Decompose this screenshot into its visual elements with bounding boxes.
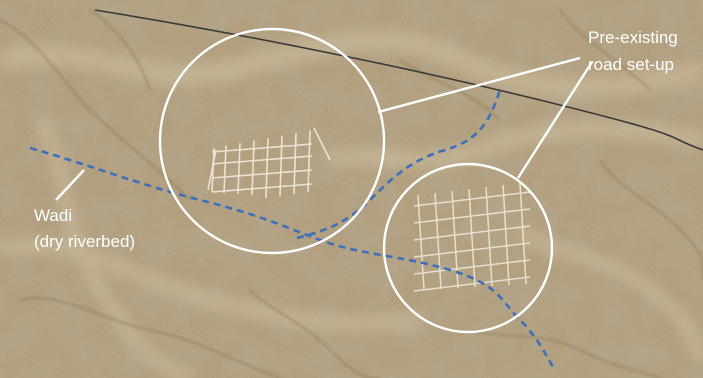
- callout-leader-left: [377, 56, 581, 114]
- settlement-grid-left: [207, 127, 331, 199]
- wadi-branch: [296, 89, 502, 240]
- wadi-label-line2: (dry riverbed): [34, 232, 135, 251]
- grid-street: [211, 143, 313, 153]
- grid-street: [519, 182, 527, 285]
- grid-street: [417, 194, 425, 291]
- callouts: [55, 27, 594, 334]
- wadi-label-line1: Wadi: [34, 206, 72, 225]
- road-line: [94, 9, 703, 151]
- settlement-grid-right: [413, 182, 531, 292]
- grid-street: [485, 186, 493, 287]
- grid-street: [223, 145, 227, 194]
- callout-circle-left: [158, 27, 386, 255]
- grid-street: [413, 276, 531, 292]
- grid-street: [251, 140, 255, 196]
- wadi-dashed-lines: [29, 89, 557, 371]
- grid-street: [434, 192, 442, 290]
- callout-circle-right: [382, 162, 554, 334]
- grid-street: [502, 184, 510, 286]
- grid-street: [313, 127, 331, 161]
- grid-street: [211, 183, 313, 193]
- wadi-main-course: [29, 146, 557, 371]
- grid-street: [211, 155, 313, 165]
- callout-leader-wadi: [55, 169, 85, 201]
- grid-street: [237, 142, 241, 195]
- grid-street: [413, 208, 531, 224]
- grid-street: [413, 191, 531, 207]
- grid-street: [413, 259, 531, 275]
- road-setup-label-line1: Pre-existing: [588, 28, 678, 47]
- grid-street: [293, 132, 297, 195]
- road-setup-label-line2: road set-up: [588, 55, 674, 74]
- callout-leader-right: [516, 61, 594, 179]
- grid-street: [413, 225, 531, 241]
- grid-street: [211, 169, 313, 179]
- grid-street: [413, 242, 531, 258]
- grid-street: [207, 149, 217, 191]
- grid-street: [307, 130, 311, 193]
- grid-street: [468, 188, 476, 288]
- grid-street: [211, 147, 215, 193]
